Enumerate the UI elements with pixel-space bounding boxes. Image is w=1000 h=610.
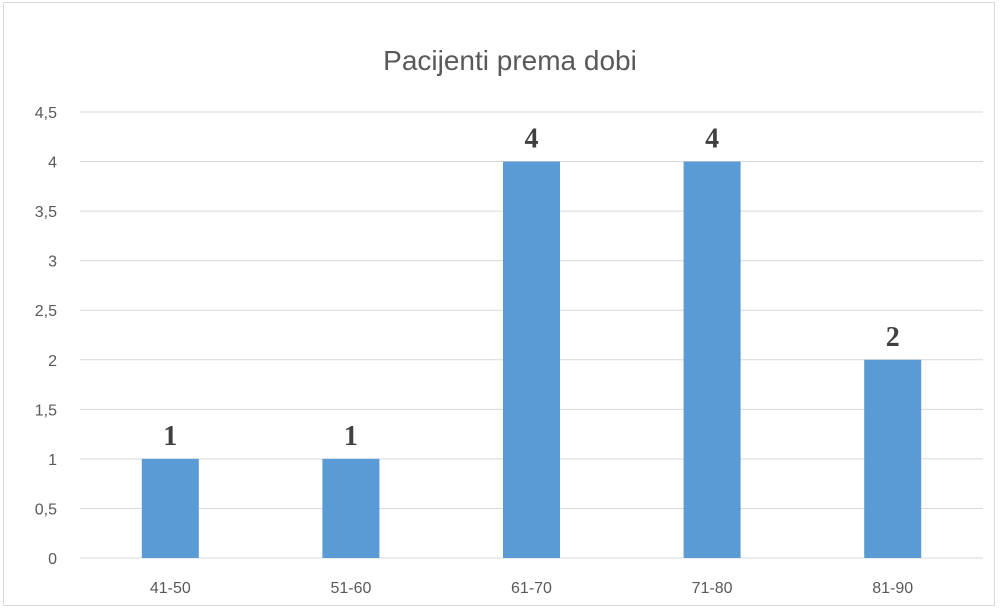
y-axis-ticks: 0 0,5 1 1,5 2 2,5 3 3,5 4 4,5 bbox=[35, 105, 57, 568]
bar bbox=[141, 458, 199, 558]
data-label: 2 bbox=[886, 322, 900, 353]
y-tick-label: 3 bbox=[48, 254, 57, 271]
y-tick-label: 1,5 bbox=[35, 402, 57, 419]
bar bbox=[503, 161, 560, 559]
data-label: 1 bbox=[163, 421, 177, 452]
y-tick-label: 4,5 bbox=[35, 105, 57, 122]
bar bbox=[322, 458, 380, 558]
data-labels: 1 1 4 4 2 bbox=[163, 124, 899, 452]
x-tick-label: 61-70 bbox=[511, 580, 552, 597]
y-tick-label: 0 bbox=[48, 551, 57, 568]
y-tick-label: 3,5 bbox=[35, 204, 57, 221]
bar bbox=[683, 161, 741, 559]
x-tick-label: 71-80 bbox=[692, 580, 733, 597]
x-tick-label: 41-50 bbox=[150, 580, 191, 597]
chart-title: Pacijenti prema dobi bbox=[383, 45, 637, 76]
data-label: 4 bbox=[525, 124, 539, 155]
x-axis-ticks: 41-50 51-60 61-70 71-80 81-90 bbox=[150, 580, 913, 597]
bar bbox=[864, 359, 922, 558]
data-label: 4 bbox=[705, 124, 719, 155]
x-tick-label: 81-90 bbox=[872, 580, 913, 597]
y-tick-label: 0,5 bbox=[35, 501, 57, 518]
bars bbox=[141, 161, 922, 559]
y-tick-label: 2 bbox=[48, 353, 57, 370]
x-tick-label: 51-60 bbox=[330, 580, 371, 597]
y-tick-label: 1 bbox=[48, 452, 57, 469]
y-tick-label: 4 bbox=[48, 155, 57, 172]
data-label: 1 bbox=[344, 421, 358, 452]
y-tick-label: 2,5 bbox=[35, 303, 57, 320]
